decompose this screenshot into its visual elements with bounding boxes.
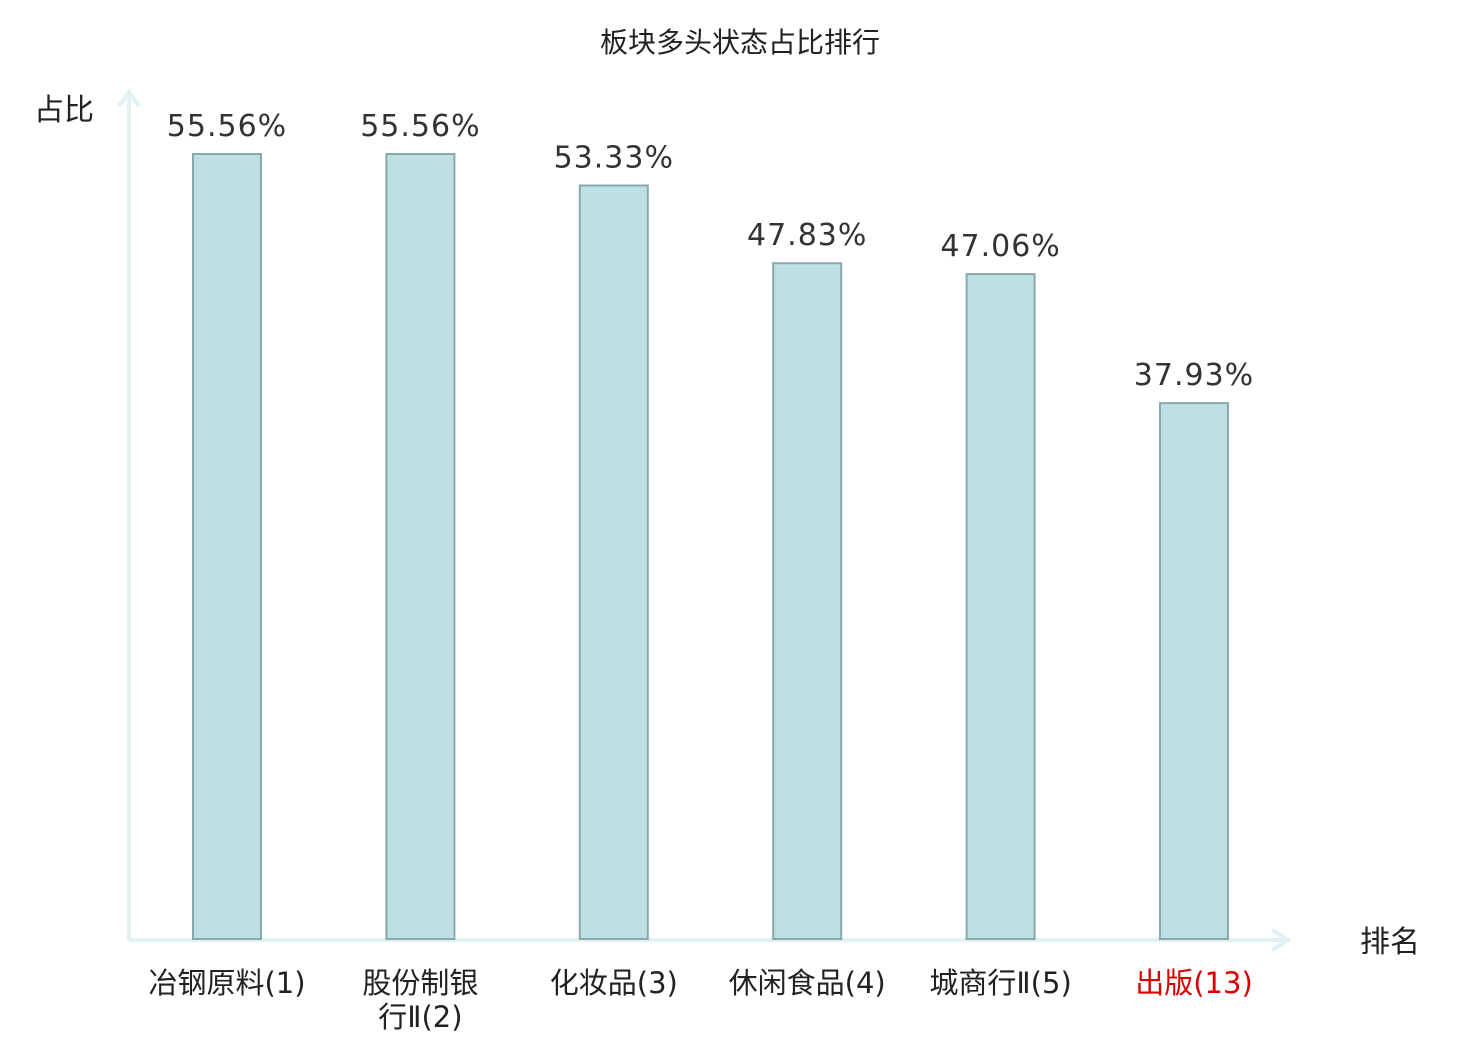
value-labels: 55.56% 55.56% 53.33% 47.83% 47.06% 37.93% [167,109,1254,393]
bars [192,153,1229,940]
category-label-3: 化妆品(3) [550,966,678,1000]
value-label-2: 55.56% [360,109,480,144]
category-label-2: 股份制银行Ⅱ(2) [362,966,478,1034]
category-label-5: 城商行Ⅱ(5) [929,966,1071,1000]
y-axis-label: 占比 [34,93,94,128]
bar-6 [1159,402,1229,940]
y-axis-arrow [117,88,141,108]
category-label-1: 冶钢原料(1) [148,966,305,1000]
bar-3 [578,184,649,940]
x-axis-arrow [1270,928,1292,952]
value-label-1: 55.56% [167,109,287,144]
bar-5 [965,273,1036,940]
category-label-4: 休闲食品(4) [729,966,886,1000]
x-axis-label: 排名 [1360,925,1420,960]
value-label-3: 53.33% [554,141,674,176]
bar-4 [772,262,843,940]
value-label-5: 47.06% [940,229,1060,264]
axes [117,88,1292,952]
bar-2 [385,153,456,940]
category-labels: 冶钢原料(1) 股份制银行Ⅱ(2) 化妆品(3) 休闲食品(4) 城商行Ⅱ(5) 出版(1… [148,966,1252,1034]
bar-1 [192,153,262,940]
chart-title: 板块多头状态占比排行 [600,26,880,59]
value-label-4: 47.83% [747,218,867,253]
value-label-6: 37.93% [1134,358,1254,393]
category-label-6: 出版(13) [1135,966,1253,1000]
